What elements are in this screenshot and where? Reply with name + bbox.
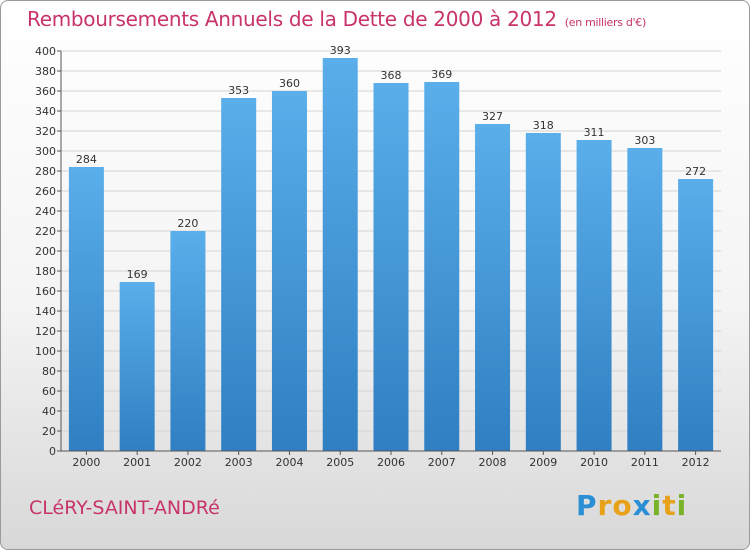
y-tick-label: 220: [35, 225, 56, 238]
y-tick-label: 180: [35, 265, 56, 278]
x-tick-label: 2007: [428, 456, 456, 469]
y-tick-label: 280: [35, 165, 56, 178]
y-tick-label: 400: [35, 45, 56, 58]
bar: [373, 83, 409, 451]
y-tick-label: 340: [35, 105, 56, 118]
bar-value-label: 368: [381, 69, 402, 82]
x-tick-label: 2008: [479, 456, 507, 469]
bar-value-label: 303: [634, 134, 655, 147]
x-tick-label: 2006: [377, 456, 405, 469]
bar: [678, 179, 714, 451]
logo-letter: r: [597, 489, 613, 522]
labels: 0 20 40 60 80 100 120 140 160 180 200 220 240 260 280 3…: [35, 44, 710, 469]
logo-letter: x: [632, 489, 652, 522]
x-tick-label: 2000: [72, 456, 100, 469]
axes: [57, 50, 721, 455]
y-tick-label: 260: [35, 185, 56, 198]
bar: [627, 148, 663, 451]
x-tick-label: 2002: [174, 456, 202, 469]
y-tick-label: 80: [42, 365, 56, 378]
y-tick-label: 380: [35, 65, 56, 78]
x-tick-label: 2005: [326, 456, 354, 469]
logo-letter: t: [662, 489, 677, 522]
x-tick-label: 2009: [529, 456, 557, 469]
y-tick-label: 360: [35, 85, 56, 98]
bars: [68, 58, 714, 451]
y-tick-label: 240: [35, 205, 56, 218]
proxiti-logo: Proxiti: [576, 489, 687, 522]
bar-value-label: 353: [228, 84, 249, 97]
bar-value-label: 311: [584, 126, 605, 139]
y-tick-label: 60: [42, 385, 56, 398]
bar-value-label: 318: [533, 119, 554, 132]
x-tick-label: 2010: [580, 456, 608, 469]
chart-title-text: Remboursements Annuels de la Dette de 20…: [27, 7, 557, 31]
bar-value-label: 393: [330, 44, 351, 57]
bar: [322, 58, 358, 451]
bar: [119, 282, 155, 451]
bar: [170, 231, 206, 451]
bar: [475, 124, 511, 451]
bar: [68, 167, 104, 451]
y-tick-label: 100: [35, 345, 56, 358]
bar-value-label: 360: [279, 77, 300, 90]
y-tick-label: 40: [42, 405, 56, 418]
bar: [424, 82, 460, 451]
y-tick-label: 320: [35, 125, 56, 138]
y-tick-label: 20: [42, 425, 56, 438]
bar-value-label: 272: [685, 165, 706, 178]
bar: [525, 133, 561, 451]
bar: [221, 98, 257, 451]
y-tick-label: 140: [35, 305, 56, 318]
x-tick-label: 2001: [123, 456, 151, 469]
y-tick-label: 300: [35, 145, 56, 158]
x-tick-label: 2012: [682, 456, 710, 469]
y-tick-label: 120: [35, 325, 56, 338]
logo-letter: i: [651, 489, 663, 522]
x-tick-label: 2003: [225, 456, 253, 469]
logo-letter: i: [676, 489, 688, 522]
bar-value-label: 369: [431, 68, 452, 81]
bar-value-label: 220: [177, 217, 198, 230]
bar-value-label: 284: [76, 153, 97, 166]
y-tick-label: 200: [35, 245, 56, 258]
bar-value-label: 169: [127, 268, 148, 281]
chart-subtitle: (en milliers d'€): [564, 16, 646, 29]
x-tick-label: 2011: [631, 456, 659, 469]
town-name: CLéRY-SAINT-ANDRé: [29, 497, 220, 519]
bar: [271, 91, 307, 451]
y-tick-label: 0: [49, 445, 56, 458]
logo-letter: o: [612, 489, 633, 522]
logo-letter: P: [576, 489, 598, 522]
y-tick-label: 160: [35, 285, 56, 298]
chart-title: Remboursements Annuels de la Dette de 20…: [27, 7, 646, 31]
bar-value-label: 327: [482, 110, 503, 123]
x-tick-label: 2004: [275, 456, 303, 469]
bar: [576, 140, 612, 451]
